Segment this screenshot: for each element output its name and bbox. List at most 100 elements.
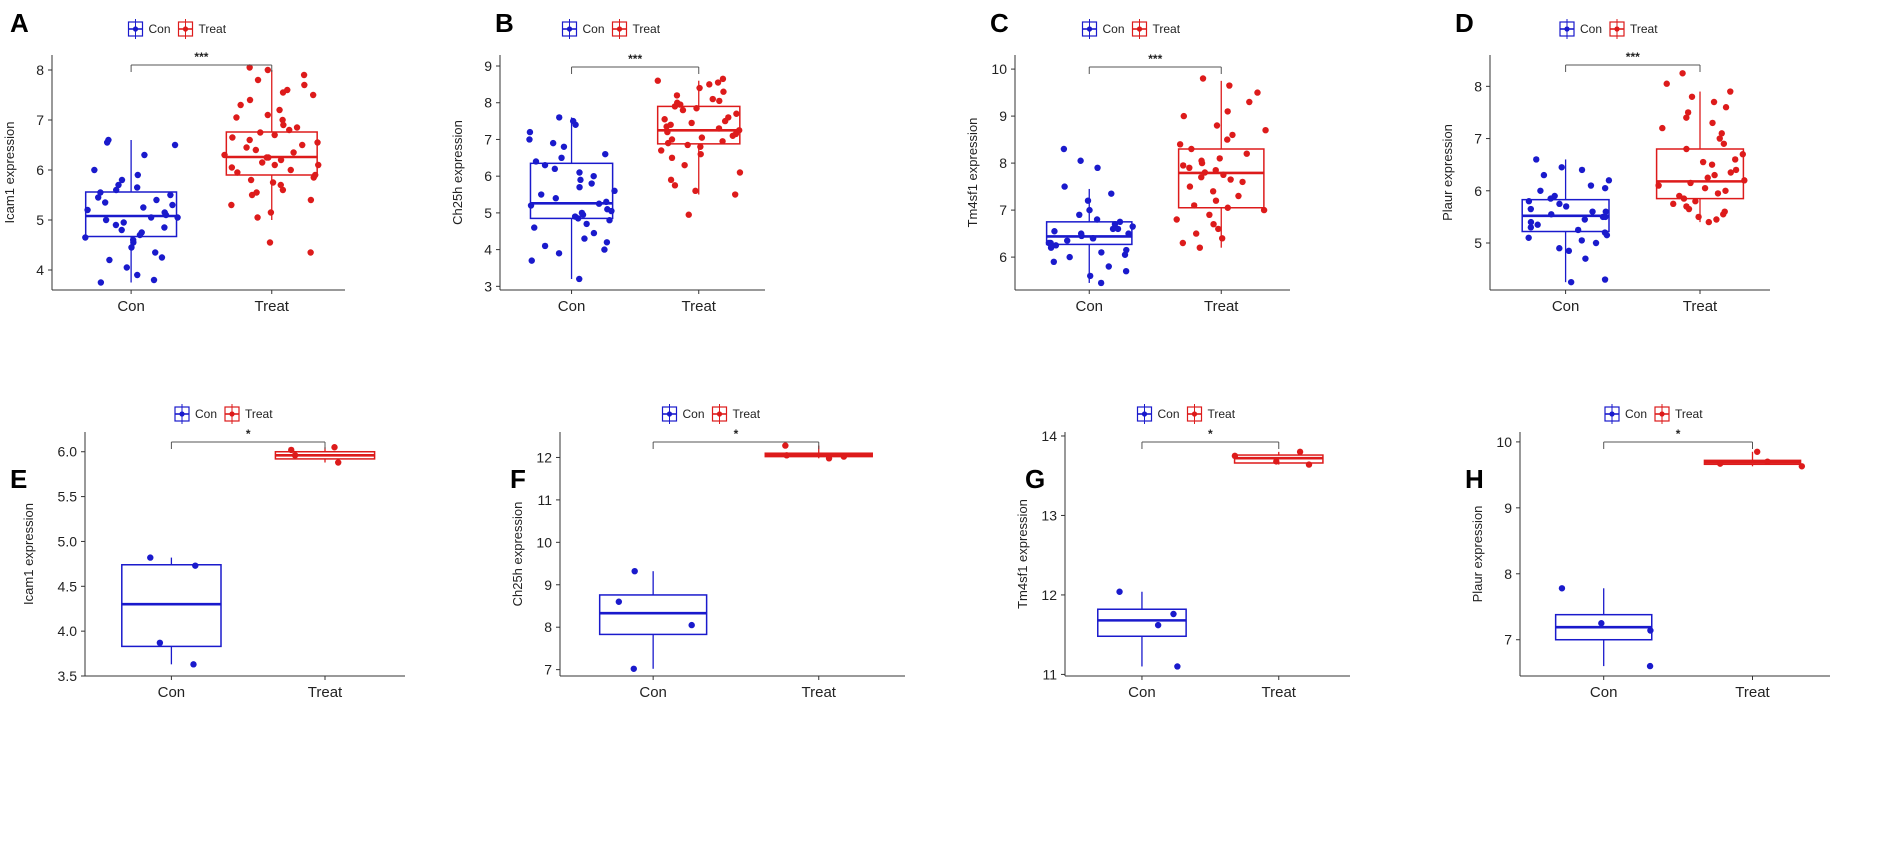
data-point — [1692, 198, 1699, 205]
data-point — [1688, 93, 1696, 100]
data-point — [1558, 164, 1565, 171]
y-tick-label: 8 — [1504, 566, 1512, 582]
data-point — [1534, 221, 1541, 228]
data-point — [1235, 192, 1242, 200]
data-point — [1598, 620, 1605, 627]
data-point — [825, 455, 833, 462]
data-point — [1254, 89, 1261, 96]
panel-D: D Con Treat 5 6 7 8 Plaur expression Con Treat *** — [1440, 8, 1770, 315]
data-point — [1711, 171, 1718, 179]
legend-key-Con — [174, 404, 190, 424]
y-tick-label: 7 — [484, 131, 492, 147]
data-point — [1105, 263, 1112, 270]
y-axis-title: Tm4sf1 expression — [1015, 499, 1030, 609]
significance-bracket: *** — [1088, 52, 1222, 74]
data-point — [578, 209, 586, 217]
data-point — [171, 141, 179, 149]
panel-label: D — [1455, 8, 1474, 38]
data-point — [577, 176, 584, 184]
data-point — [1558, 585, 1566, 592]
data-point — [246, 96, 254, 104]
data-point — [1655, 182, 1662, 189]
data-point — [123, 264, 130, 271]
data-point — [1713, 216, 1720, 223]
y-axis-title: Tm4sf1 expression — [965, 118, 980, 228]
data-point — [706, 81, 713, 88]
data-point — [1705, 218, 1713, 226]
data-point — [667, 176, 675, 184]
box-iqr — [1097, 608, 1187, 638]
box-iqr — [598, 594, 708, 636]
data-point — [716, 97, 723, 105]
data-point — [658, 147, 665, 154]
data-point — [112, 221, 120, 229]
x-tick-label: Treat — [1683, 298, 1718, 315]
y-tick-label: 8 — [1474, 78, 1482, 94]
data-point — [1227, 176, 1234, 183]
data-point — [253, 189, 260, 196]
legend-key-Treat — [1131, 19, 1148, 39]
data-point — [581, 235, 588, 242]
significance-label: * — [246, 427, 251, 441]
data-point — [679, 106, 687, 114]
box-con — [598, 567, 708, 672]
data-point — [1556, 200, 1563, 208]
y-tick-label: 10 — [1496, 434, 1512, 450]
data-point — [246, 64, 253, 71]
x-tick-label: Treat — [1204, 298, 1239, 315]
data-point — [1212, 197, 1220, 204]
significance-bracket: *** — [1565, 50, 1701, 72]
data-point — [1060, 145, 1068, 153]
data-point — [1527, 224, 1535, 231]
data-point — [1722, 104, 1730, 111]
x-tick-label: Treat — [1735, 684, 1770, 701]
data-point — [719, 138, 726, 145]
data-point — [527, 202, 535, 209]
data-point — [254, 76, 262, 84]
data-point — [299, 141, 306, 149]
panel-label: C — [990, 8, 1009, 38]
data-point — [555, 250, 563, 257]
box-con — [1521, 156, 1613, 286]
x-tick-label: Con — [1075, 298, 1103, 315]
data-point — [1602, 213, 1609, 221]
data-point — [668, 154, 676, 162]
y-tick-label: 6 — [1474, 183, 1482, 199]
data-point — [692, 187, 699, 195]
y-axis-title: Ch25h expression — [450, 120, 465, 225]
data-point — [1556, 245, 1563, 252]
significance-bracket: * — [1603, 427, 1753, 449]
data-point — [602, 150, 609, 158]
data-point — [1052, 242, 1060, 249]
data-point — [1525, 198, 1533, 205]
data-point — [1732, 166, 1740, 174]
data-point — [1246, 98, 1253, 106]
data-point — [128, 244, 135, 251]
data-point — [1186, 183, 1194, 190]
data-point — [276, 106, 283, 114]
data-point — [1061, 183, 1068, 190]
data-point — [1592, 239, 1600, 247]
data-point — [97, 189, 104, 196]
y-tick-label: 14 — [1041, 428, 1057, 444]
y-tick-label: 9 — [544, 577, 552, 593]
data-point — [120, 219, 127, 226]
legend-label-treat: Treat — [245, 407, 273, 421]
data-point — [725, 114, 732, 121]
data-point — [267, 209, 275, 216]
significance-bracket: * — [1141, 427, 1280, 449]
data-point — [696, 84, 703, 92]
data-point — [161, 224, 168, 231]
data-point — [1687, 179, 1694, 187]
panel-B: B Con Treat 3 4 5 6 7 8 9 Ch25h expression Con Treat… — [450, 8, 765, 315]
data-point — [1731, 156, 1739, 163]
panel-A: A Con Treat 4 5 6 7 8 Icam1 expression Con Treat **… — [2, 8, 345, 315]
y-tick-label: 5 — [484, 205, 492, 221]
data-point — [1567, 278, 1575, 286]
data-point — [118, 226, 125, 234]
significance-label: *** — [1626, 50, 1640, 64]
data-point — [1123, 246, 1130, 254]
data-point — [1108, 190, 1115, 197]
data-point — [583, 220, 590, 228]
